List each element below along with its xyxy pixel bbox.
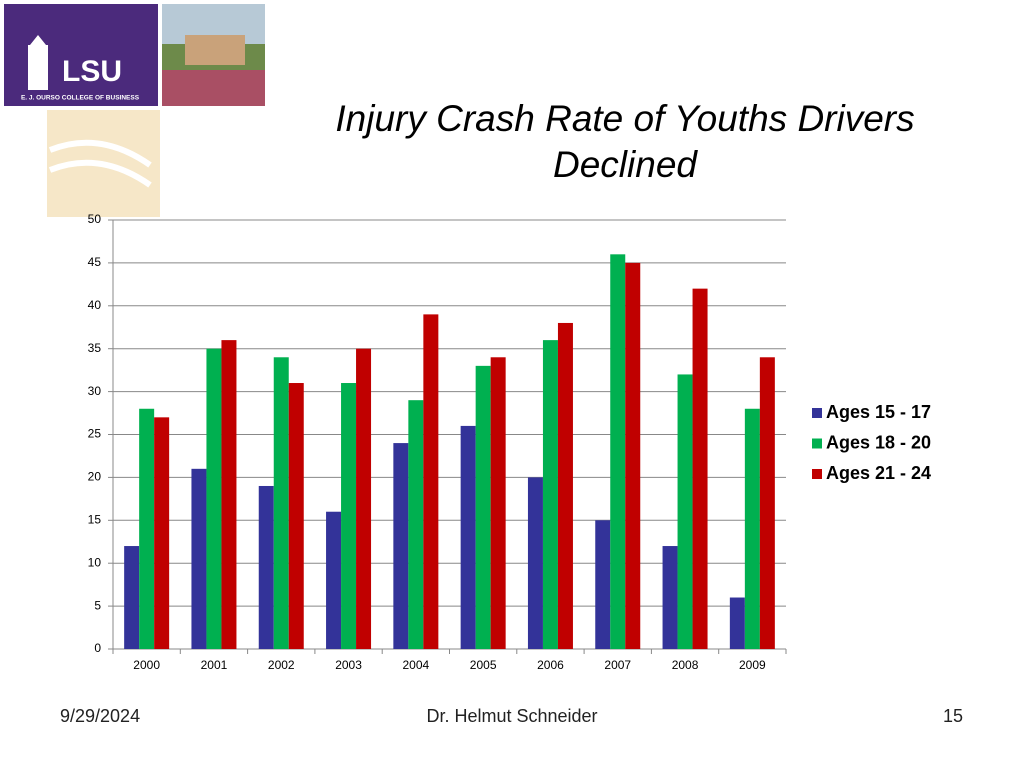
- bar: [273, 357, 289, 649]
- bar: [393, 443, 409, 649]
- x-tick-label: 2004: [402, 658, 429, 672]
- x-tick-label: 2009: [739, 658, 766, 672]
- bar: [206, 348, 222, 649]
- bar: [677, 374, 693, 649]
- bar: [154, 417, 170, 649]
- bar: [124, 546, 140, 649]
- bar: [595, 520, 611, 649]
- logo-subtitle: E. J. OURSO COLLEGE OF BUSINESS: [21, 95, 140, 102]
- y-tick-label: 15: [88, 512, 102, 526]
- y-tick-label: 30: [88, 384, 102, 398]
- x-tick-label: 2001: [201, 658, 228, 672]
- y-tick-label: 40: [88, 298, 102, 312]
- bar: [288, 383, 304, 649]
- legend-swatch: [812, 408, 822, 418]
- legend-swatch: [812, 469, 822, 479]
- photo-flowers: [162, 70, 265, 106]
- bar: [557, 322, 573, 649]
- y-tick-label: 10: [88, 555, 102, 569]
- bar: [527, 477, 543, 649]
- bar: [692, 288, 708, 649]
- bar: [475, 365, 491, 649]
- bar: [423, 314, 439, 649]
- logo-tower: [28, 35, 48, 90]
- y-tick-label: 20: [88, 470, 102, 484]
- decor-swoosh: [48, 139, 152, 188]
- x-tick-label: 2008: [672, 658, 699, 672]
- x-tick-label: 2003: [335, 658, 362, 672]
- photo-building: [185, 35, 245, 65]
- bar: [759, 357, 775, 649]
- bar: [625, 262, 641, 649]
- bar: [542, 340, 558, 649]
- x-tick-label: 2002: [268, 658, 295, 672]
- bar: [662, 546, 678, 649]
- bar: [610, 254, 626, 649]
- bar: [460, 425, 476, 649]
- x-tick-label: 2006: [537, 658, 564, 672]
- footer-author: Dr. Helmut Schneider: [426, 706, 598, 726]
- x-tick-label: 2000: [133, 658, 160, 672]
- y-tick-label: 45: [88, 255, 102, 269]
- logo-name: LSU: [62, 55, 122, 88]
- bar: [221, 340, 237, 649]
- bar: [729, 597, 745, 649]
- chart-title: Injury Crash Rate of Youths Drivers Decl…: [335, 98, 915, 185]
- y-tick-label: 0: [94, 641, 101, 655]
- bar: [490, 357, 506, 649]
- legend-label: Ages 18 - 20: [826, 432, 931, 452]
- footer-page: 15: [942, 706, 963, 726]
- footer-date: 9/29/2024: [60, 706, 141, 726]
- y-tick-label: 35: [88, 341, 102, 355]
- y-tick-label: 50: [88, 212, 102, 226]
- bar: [341, 383, 357, 649]
- legend-label: Ages 15 - 17: [826, 402, 931, 422]
- bar: [191, 468, 207, 649]
- bar: [258, 485, 274, 649]
- legend-label: Ages 21 - 24: [826, 463, 931, 483]
- x-tick-label: 2007: [604, 658, 631, 672]
- x-tick-label: 2005: [470, 658, 497, 672]
- bar: [744, 408, 760, 649]
- bar: [408, 400, 424, 649]
- bar: [326, 511, 342, 649]
- legend-swatch: [812, 438, 822, 449]
- y-tick-label: 25: [88, 427, 102, 441]
- y-tick-label: 5: [94, 598, 101, 612]
- bar: [356, 348, 372, 649]
- bar: [139, 408, 155, 649]
